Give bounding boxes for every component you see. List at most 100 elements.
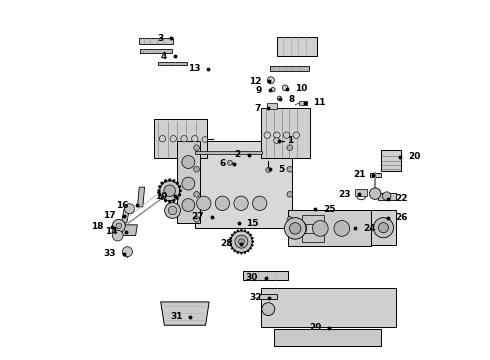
Text: 12: 12: [249, 77, 262, 86]
Circle shape: [215, 196, 230, 211]
Circle shape: [277, 96, 282, 100]
Polygon shape: [243, 271, 288, 280]
Circle shape: [168, 200, 171, 203]
Circle shape: [158, 193, 161, 196]
Polygon shape: [140, 49, 172, 53]
Text: 19: 19: [154, 192, 167, 201]
Circle shape: [229, 237, 232, 239]
Polygon shape: [122, 209, 129, 223]
Polygon shape: [158, 62, 187, 65]
Circle shape: [202, 136, 208, 142]
Text: 9: 9: [256, 86, 262, 95]
Polygon shape: [153, 119, 207, 158]
Polygon shape: [139, 38, 173, 44]
Circle shape: [178, 185, 181, 188]
Text: 3: 3: [157, 34, 164, 43]
Circle shape: [235, 235, 248, 248]
Text: 33: 33: [103, 249, 116, 258]
Circle shape: [290, 223, 301, 234]
Text: 11: 11: [313, 98, 326, 107]
Circle shape: [234, 231, 236, 234]
Text: 31: 31: [170, 312, 183, 321]
Circle shape: [247, 250, 249, 252]
Text: 8: 8: [288, 95, 294, 104]
Text: 4: 4: [161, 52, 167, 61]
Circle shape: [172, 179, 175, 182]
Text: 24: 24: [364, 224, 376, 233]
Circle shape: [373, 218, 393, 238]
Circle shape: [194, 145, 199, 150]
Text: 21: 21: [353, 170, 366, 179]
Circle shape: [161, 182, 164, 185]
Circle shape: [231, 234, 233, 236]
Circle shape: [378, 223, 389, 233]
Circle shape: [249, 247, 252, 249]
Circle shape: [234, 250, 236, 252]
Text: 13: 13: [188, 64, 200, 73]
Text: 7: 7: [254, 104, 260, 113]
Circle shape: [172, 199, 175, 202]
Circle shape: [334, 221, 350, 236]
Circle shape: [181, 135, 187, 142]
Polygon shape: [381, 149, 401, 171]
Circle shape: [165, 203, 180, 219]
Polygon shape: [277, 37, 317, 56]
Text: 22: 22: [395, 194, 408, 203]
Circle shape: [271, 87, 275, 92]
Text: 10: 10: [295, 84, 308, 93]
Circle shape: [285, 218, 306, 239]
Polygon shape: [302, 215, 324, 224]
Circle shape: [267, 77, 274, 84]
Circle shape: [313, 221, 328, 236]
Circle shape: [157, 189, 160, 192]
Polygon shape: [370, 173, 381, 177]
Circle shape: [252, 196, 267, 211]
Circle shape: [262, 303, 275, 316]
Circle shape: [112, 220, 125, 232]
Circle shape: [274, 132, 280, 138]
Circle shape: [168, 206, 177, 215]
Circle shape: [160, 181, 180, 201]
Text: 23: 23: [339, 190, 351, 199]
Text: 5: 5: [278, 165, 284, 174]
Circle shape: [231, 247, 233, 249]
Polygon shape: [274, 329, 381, 346]
Text: 29: 29: [309, 323, 321, 332]
Circle shape: [249, 234, 252, 236]
Text: 2: 2: [234, 150, 241, 159]
Circle shape: [227, 160, 232, 165]
Text: 16: 16: [116, 201, 129, 210]
Polygon shape: [288, 211, 370, 246]
Circle shape: [122, 247, 132, 257]
Circle shape: [112, 230, 123, 241]
Polygon shape: [261, 108, 310, 158]
Text: 30: 30: [245, 273, 258, 282]
Circle shape: [164, 199, 167, 202]
Circle shape: [237, 230, 239, 232]
Text: 32: 32: [249, 293, 262, 302]
Circle shape: [164, 179, 167, 182]
Circle shape: [164, 185, 175, 197]
Circle shape: [116, 223, 122, 229]
Polygon shape: [195, 140, 292, 228]
Text: 6: 6: [220, 159, 225, 168]
Text: 27: 27: [192, 212, 204, 221]
Polygon shape: [378, 193, 395, 200]
Circle shape: [168, 179, 171, 181]
Text: 17: 17: [103, 211, 116, 220]
Circle shape: [266, 167, 271, 172]
Circle shape: [178, 193, 181, 196]
Circle shape: [382, 192, 391, 201]
Polygon shape: [177, 140, 200, 223]
Circle shape: [287, 145, 293, 150]
Polygon shape: [122, 225, 137, 235]
Circle shape: [369, 188, 381, 199]
Circle shape: [194, 166, 199, 172]
Text: 25: 25: [323, 205, 335, 214]
Text: 26: 26: [395, 213, 408, 222]
Circle shape: [293, 132, 299, 138]
Polygon shape: [261, 288, 395, 327]
Polygon shape: [195, 151, 262, 154]
Circle shape: [264, 132, 270, 138]
Polygon shape: [259, 294, 277, 299]
